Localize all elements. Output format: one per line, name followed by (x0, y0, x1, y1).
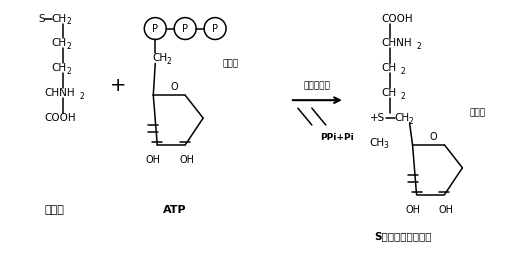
Text: CH: CH (370, 138, 385, 148)
Text: CH: CH (152, 53, 167, 63)
Text: CH: CH (52, 63, 67, 73)
Text: P: P (152, 24, 158, 34)
Text: P: P (212, 24, 218, 34)
Text: 腺嘌呤: 腺嘌呤 (469, 108, 486, 118)
Text: 2: 2 (417, 42, 421, 51)
Text: 腺苷转移酶: 腺苷转移酶 (303, 82, 330, 91)
Text: +S: +S (370, 113, 385, 123)
Text: +: + (110, 76, 127, 95)
Text: 2: 2 (66, 67, 71, 76)
Text: S: S (38, 14, 45, 24)
Text: CH: CH (52, 14, 67, 24)
Text: 2: 2 (401, 67, 405, 76)
Text: 2: 2 (80, 92, 84, 101)
Text: PPi+Pi: PPi+Pi (320, 133, 353, 143)
Text: CH: CH (52, 39, 67, 48)
Text: P: P (182, 24, 188, 34)
Text: 2: 2 (66, 17, 71, 26)
Text: CHNH: CHNH (45, 88, 75, 98)
Text: COOH: COOH (45, 113, 76, 123)
Text: OH: OH (179, 155, 195, 165)
Text: OH: OH (405, 205, 420, 215)
Text: 2: 2 (66, 42, 71, 51)
Text: 腺嘌呤: 腺嘌呤 (222, 59, 238, 68)
Text: CH: CH (382, 63, 397, 73)
Text: CH: CH (394, 113, 410, 123)
Text: OH: OH (439, 205, 454, 215)
Text: O: O (430, 132, 438, 142)
Text: O: O (170, 82, 178, 92)
Text: OH: OH (146, 155, 161, 165)
Text: 蛋氨酸: 蛋氨酸 (45, 205, 64, 215)
Text: COOH: COOH (382, 14, 413, 24)
Text: 2: 2 (166, 57, 171, 66)
Text: 3: 3 (384, 141, 388, 150)
Text: S腺苷同型半胱氨酸: S腺苷同型半胱氨酸 (375, 231, 432, 242)
Text: 2: 2 (409, 117, 413, 125)
Text: CH: CH (382, 88, 397, 98)
Text: ATP: ATP (163, 205, 187, 215)
Text: 2: 2 (401, 92, 405, 101)
Text: CHNH: CHNH (382, 39, 412, 48)
